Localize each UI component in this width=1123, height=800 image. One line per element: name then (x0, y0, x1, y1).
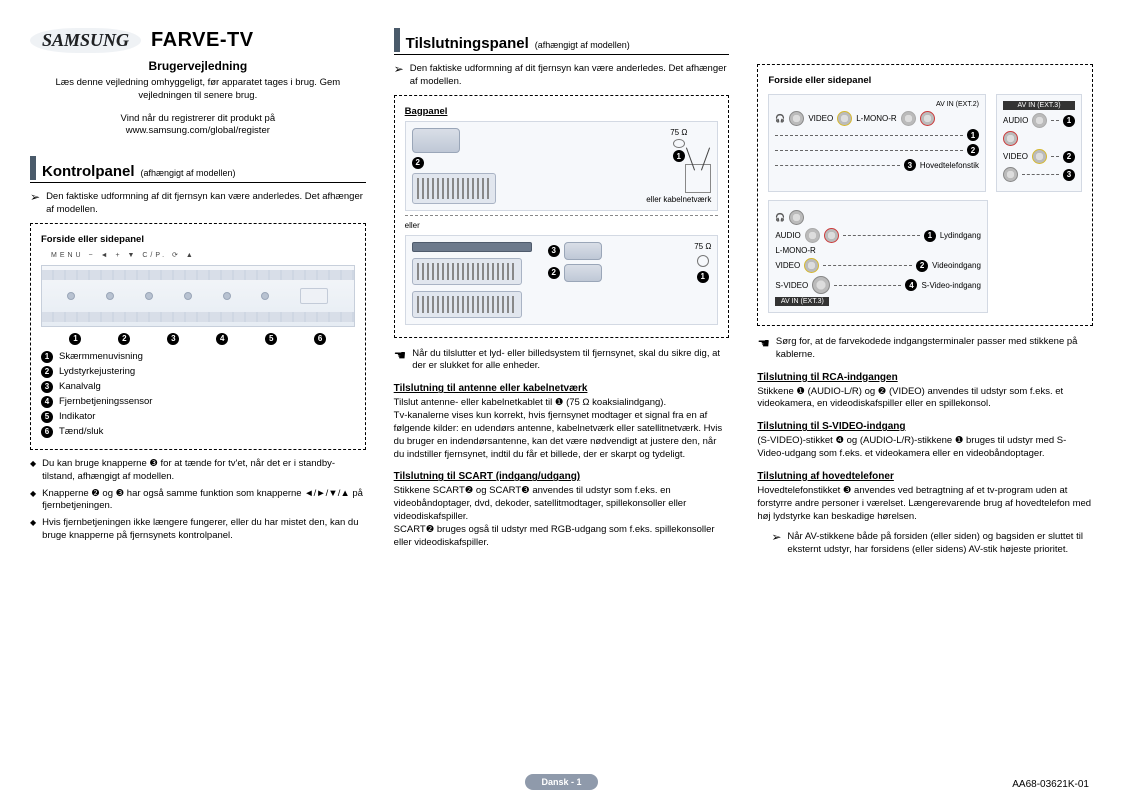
bagpanel-title: Bagpanel (405, 106, 719, 117)
bullet-3: Hvis fjernbetjeningen ikke længere funge… (42, 517, 366, 543)
intro-line1: Læs denne vejledning omhyggeligt, før ap… (30, 77, 366, 103)
jack-lr-lbl: L-MONO-R (856, 114, 896, 123)
side-illus-c: 🎧 AUDIO1Lydindgang L-MONO-R VIDEO2Videoi… (768, 200, 988, 313)
section-tilslutning: Tilslutningspanel (afhængigt af modellen… (394, 28, 730, 55)
side-illus-a: AV IN (EXT.2) 🎧VIDEOL-MONO-R 1 2 3Hovedt… (768, 94, 986, 192)
jack-header-b2: AV IN (EXT.3) (775, 297, 829, 306)
audio-in-label: Lydindgang (940, 231, 981, 240)
side-illus-b: AV IN (EXT.3) AUDIO1 VIDEO2 3 (996, 94, 1082, 192)
legend-4: Fjernbetjeningssensor (59, 396, 152, 407)
document-code: AA68-03621K-01 (1012, 779, 1089, 790)
coax-label-2: 75 Ω (694, 242, 711, 251)
arrow-icon: ➢ (30, 191, 40, 217)
sidepanel-arrownote: Når AV-stikkene både på forsiden (eller … (787, 531, 1093, 557)
kontrolpanel-bullets: ◆Du kan bruge knapperne ❸ for at tænde f… (30, 458, 366, 543)
legend-6: Tænd/sluk (59, 426, 103, 437)
hand-icon: ☚ (757, 336, 770, 362)
sidepanel-title: Forside eller sidepanel (768, 75, 1082, 86)
section-kontrolpanel: Kontrolpanel (afhængigt af modellen) (30, 156, 366, 183)
sp-s3-title: Tilslutning af hovedtelefoner (757, 471, 1093, 482)
kontrolpanel-paren: (afhængigt af modellen) (141, 168, 236, 180)
legend-5: Indikator (59, 411, 95, 422)
sidepanel-box: Forside eller sidepanel AV IN (EXT.2) 🎧V… (757, 64, 1093, 326)
hp-label: Hovedtelefonstik (920, 161, 979, 170)
panel-top-labels: MENU − ◄ + ▼ C/P. ⟳ ▲ (51, 251, 345, 259)
legend-3: Kanalvalg (59, 381, 101, 392)
jack-header-b: AV IN (EXT.3) (1003, 101, 1075, 110)
tilslutning-paren: (afhængigt af modellen) (535, 40, 630, 52)
jack-audio-lbl2: AUDIO (775, 231, 800, 240)
front-panel-illustration (41, 265, 355, 327)
kontrolpanel-box-title: Forside eller sidepanel (41, 234, 355, 245)
svideo-in-label: S-Video-indgang (921, 281, 980, 290)
kabel-label: kabelnetværk (663, 195, 711, 204)
intro-url: www.samsung.com/global/register (30, 125, 366, 138)
panel-number-row: 123 456 (51, 333, 345, 345)
page-number-pill: Dansk - 1 (525, 774, 597, 790)
kontrolpanel-note: Den faktiske udformning af dit fjernsyn … (46, 191, 366, 217)
section-bar-icon (30, 156, 36, 180)
eller-label-2: eller (405, 221, 420, 230)
section-bar-icon (394, 28, 400, 52)
s2-body: Stikkene SCART❷ og SCART❸ anvendes til u… (394, 485, 730, 549)
sp-s2-title: Tilslutning til S-VIDEO-indgang (757, 421, 1093, 432)
sp-s1-title: Tilslutning til RCA-indgangen (757, 372, 1093, 383)
tilslutning-heading: Tilslutningspanel (406, 35, 529, 52)
kontrolpanel-heading: Kontrolpanel (42, 163, 135, 180)
tilslutning-note: Den faktiske udformning af dit fjernsyn … (410, 63, 730, 89)
samsung-logo: SAMSUNG (30, 28, 141, 53)
kontrolpanel-box: Forside eller sidepanel MENU − ◄ + ▼ C/P… (30, 223, 366, 450)
jack-header-a: AV IN (EXT.2) (775, 101, 979, 108)
jack-video-lbl2: VIDEO (1003, 152, 1028, 161)
sidepanel-handnote: Sørg for, at de farvekodede indgangsterm… (776, 336, 1093, 362)
jack-svideo-lbl: S-VIDEO (775, 281, 808, 290)
bullet-2: Knapperne ❷ og ❸ har også samme funktion… (42, 488, 366, 514)
jack-audio-lbl: AUDIO (1003, 116, 1028, 125)
bullet-1: Du kan bruge knapperne ❸ for at tænde fo… (42, 458, 366, 484)
rear-panel-illustration-2: 3 2 75 Ω 1 (405, 235, 719, 325)
owners-subtitle: Brugervejledning (30, 59, 366, 73)
jack-lr-lbl2: L-MONO-R (775, 246, 815, 255)
rear-panel-illustration-1: 2 75 Ω 1 ellerkabelnetværk (405, 121, 719, 211)
sp-s1-body: Stikkene ❶ (AUDIO-L/R) og ❷ (VIDEO) anve… (757, 386, 1093, 412)
jack-video-lbl3: VIDEO (775, 261, 800, 270)
tilslutning-handnote: Når du tilslutter et lyd- eller billedsy… (412, 348, 729, 374)
panel-legend: 1Skærmmenuvisning 2Lydstyrkejustering 3K… (41, 351, 355, 438)
coax-label: 75 Ω (670, 128, 687, 137)
arrow-icon: ➢ (771, 531, 781, 557)
legend-2: Lydstyrkejustering (59, 366, 135, 377)
sp-s2-body: (S-VIDEO)-stikket ❹ og (AUDIO-L/R)-stikk… (757, 435, 1093, 461)
s1-title: Tilslutning til antenne eller kabelnetvæ… (394, 383, 730, 394)
bagpanel-box: Bagpanel 2 75 Ω 1 ellerkabelnetværk elle… (394, 95, 730, 338)
intro-line2: Vind når du registrerer dit produkt på (30, 113, 366, 126)
sp-s3-body: Hovedtelefonstikket ❸ anvendes ved betra… (757, 485, 1093, 523)
video-in-label: Videoindgang (932, 261, 981, 270)
jack-video-lbl: VIDEO (808, 114, 833, 123)
legend-1: Skærmmenuvisning (59, 351, 143, 362)
hand-icon: ☚ (394, 348, 407, 374)
product-title: FARVE-TV (151, 29, 254, 52)
s2-title: Tilslutning til SCART (indgang/udgang) (394, 471, 730, 482)
s1-body: Tilslut antenne- eller kabelnetkablet ti… (394, 397, 730, 461)
eller-label-1: eller (646, 195, 661, 204)
arrow-icon: ➢ (394, 63, 404, 89)
